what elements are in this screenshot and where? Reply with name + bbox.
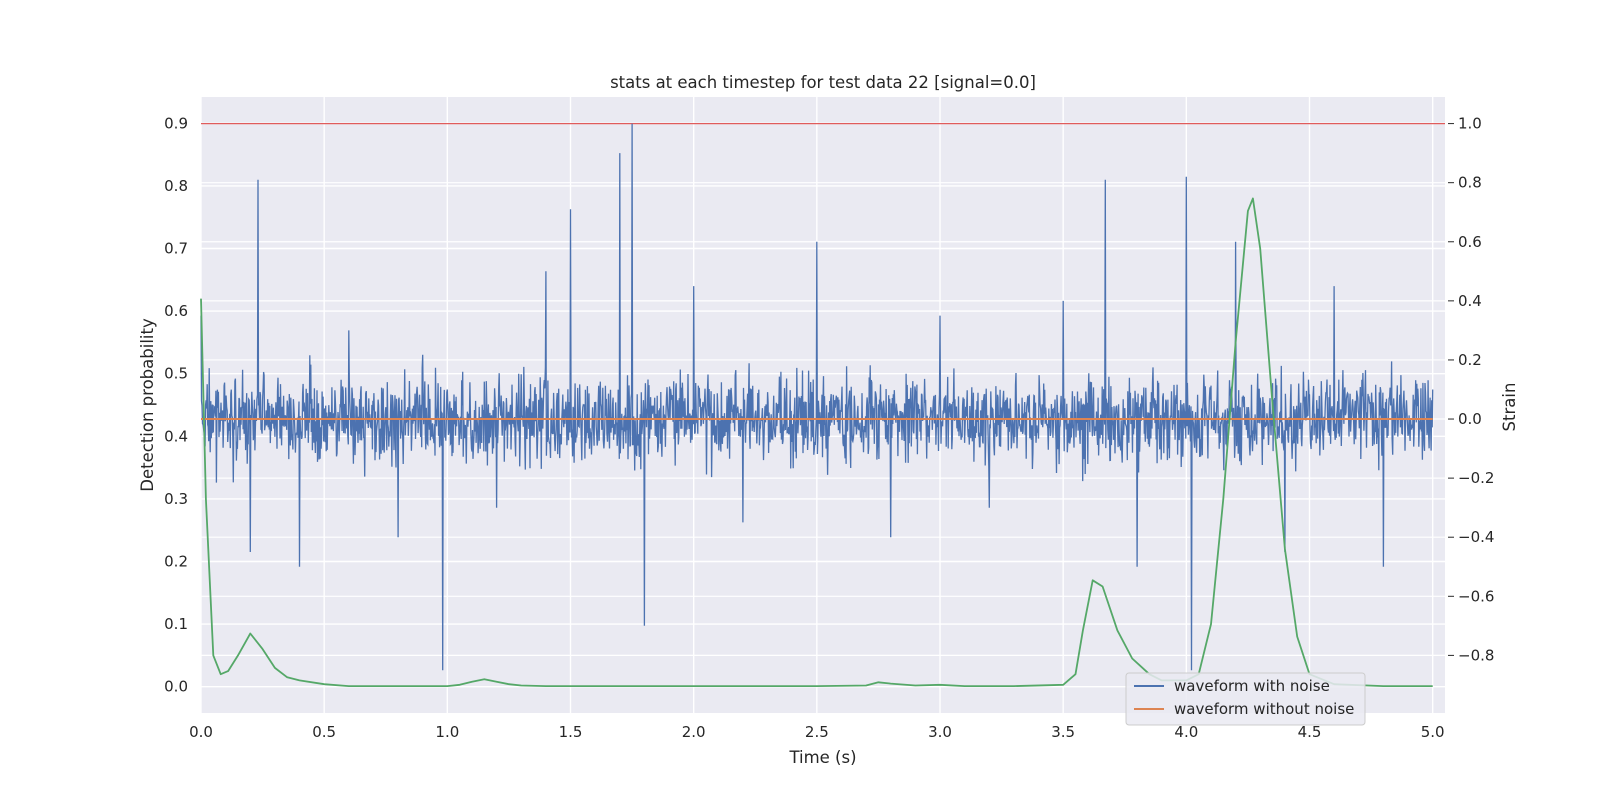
y-tick-label: 0.0 xyxy=(164,678,188,696)
y2-axis-label: Strain xyxy=(1500,383,1519,432)
y-tick-label: 0.8 xyxy=(164,177,188,195)
x-ticks: 0.0 0.5 1.0 1.5 2.0 2.5 3.0 3.5 4.0 4.5 5.0 xyxy=(189,723,1445,741)
x-tick-label: 5.0 xyxy=(1421,723,1445,741)
y-tick-label: 0.1 xyxy=(164,615,188,633)
y2-tick-label: −0.2 xyxy=(1458,469,1494,487)
y2-tick-label: 0.4 xyxy=(1458,292,1482,310)
y-tick-label: 0.9 xyxy=(164,114,188,132)
y2-tick-label: −0.4 xyxy=(1458,528,1494,546)
legend-box xyxy=(1125,672,1366,726)
y-tick-label: 0.2 xyxy=(164,553,188,571)
y-tick-label: 0.6 xyxy=(164,302,188,320)
y-ticks: 0.0 0.1 0.2 0.3 0.4 0.5 0.6 0.7 0.8 0.9 xyxy=(164,114,188,695)
legend: waveform with noise waveform without noi… xyxy=(1125,672,1366,726)
x-tick-label: 0.0 xyxy=(189,723,213,741)
y-tick-label: 0.7 xyxy=(164,239,188,257)
legend-label-waveform-without-noise: waveform without noise xyxy=(1174,700,1354,718)
y2-tick-label: −0.6 xyxy=(1458,587,1494,605)
y-tick-label: 0.4 xyxy=(164,427,188,445)
series-waveform-with-noise xyxy=(200,123,1434,671)
y2-tick-label: 0.0 xyxy=(1458,410,1482,428)
x-tick-label: 1.5 xyxy=(559,723,583,741)
x-tick-label: 4.0 xyxy=(1174,723,1198,741)
x-tick-label: 3.5 xyxy=(1051,723,1075,741)
y2-tick-label: −0.8 xyxy=(1458,646,1494,664)
y-tick-label: 0.5 xyxy=(164,365,188,383)
x-tick-label: 2.5 xyxy=(805,723,829,741)
series-layer xyxy=(200,123,1434,687)
x-tick-label: 2.0 xyxy=(682,723,706,741)
y2-tick-label: 0.2 xyxy=(1458,351,1482,369)
y2-ticks: −0.8 −0.6 −0.4 −0.2 0.0 0.2 0.4 0.6 0.8 1.0 xyxy=(1448,115,1494,664)
x-tick-label: 4.5 xyxy=(1298,723,1322,741)
x-axis-label: Time (s) xyxy=(788,748,856,767)
y-tick-label: 0.3 xyxy=(164,490,188,508)
chart-title: stats at each timestep for test data 22 … xyxy=(610,73,1036,92)
y2-tick-label: 1.0 xyxy=(1458,115,1482,133)
y-axis-label: Detection probability xyxy=(138,318,157,492)
y2-tick-label: 0.6 xyxy=(1458,233,1482,251)
series-detection-probability xyxy=(200,197,1433,687)
x-tick-label: 1.0 xyxy=(435,723,459,741)
legend-label-waveform-with-noise: waveform with noise xyxy=(1174,677,1330,695)
x-tick-label: 3.0 xyxy=(928,723,952,741)
x-tick-label: 0.5 xyxy=(312,723,336,741)
y2-tick-label: 0.8 xyxy=(1458,174,1482,192)
